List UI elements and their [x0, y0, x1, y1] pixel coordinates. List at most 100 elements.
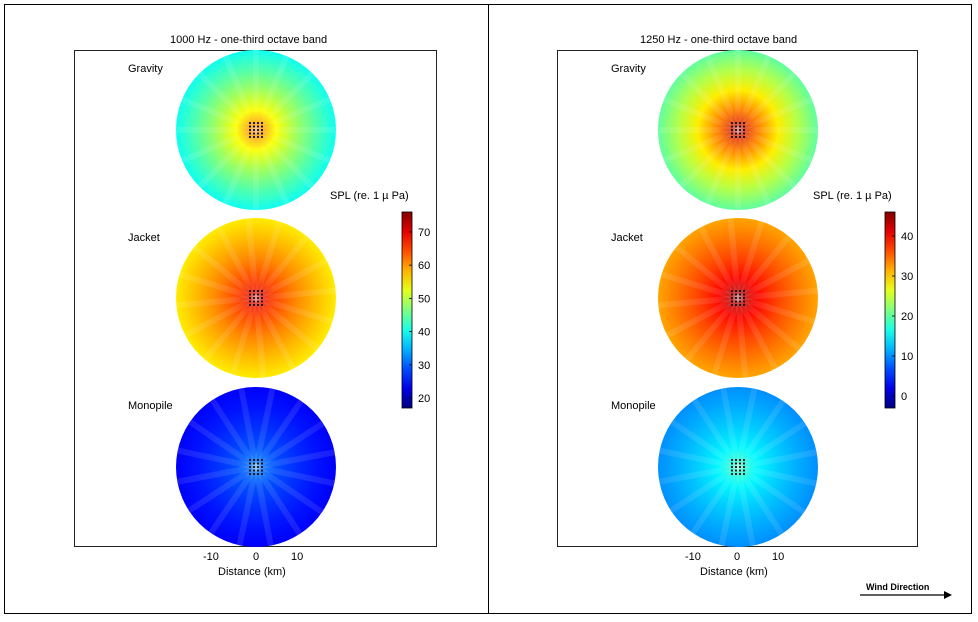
panel-title-1250hz: 1250 Hz - one-third octave band — [640, 34, 798, 46]
turbine-marker — [256, 303, 260, 307]
turbine-marker — [738, 472, 742, 476]
turbine-marker — [256, 132, 260, 135]
turbine-marker — [252, 472, 256, 476]
turbine-marker — [256, 135, 260, 139]
turbine-marker — [260, 296, 264, 300]
turbine-marker — [260, 458, 264, 462]
turbine-marker — [742, 469, 746, 472]
turbine-marker — [252, 296, 256, 300]
xtick-1250hz: 0 — [734, 551, 741, 563]
turbine-marker — [730, 289, 734, 293]
colorbar-label-1250hz: SPL (re. 1 µ Pa) — [813, 190, 892, 202]
colorbar-tick-label: 50 — [418, 293, 430, 305]
turbine-marker — [248, 472, 252, 476]
turbine-marker — [256, 462, 260, 465]
colorbar-tick-label: 70 — [418, 227, 430, 239]
polar-map-gravity — [658, 50, 818, 210]
turbine-marker — [742, 465, 746, 469]
turbine-marker — [248, 289, 252, 293]
turbine-marker — [742, 125, 746, 128]
xtick-1000hz: -10 — [203, 551, 219, 563]
panel-title-1000hz: 1000 Hz - one-third octave band — [170, 34, 328, 46]
turbine-marker — [734, 462, 738, 465]
turbine-marker — [252, 303, 256, 307]
turbine-marker — [738, 293, 742, 296]
turbine-marker — [742, 303, 746, 307]
turbine-marker — [734, 303, 738, 307]
turbine-marker — [248, 465, 252, 469]
turbine-marker — [730, 472, 734, 476]
turbine-marker — [742, 121, 746, 125]
turbine-marker — [260, 121, 264, 125]
xlabel-1250hz: Distance (km) — [700, 566, 768, 578]
turbine-marker — [734, 125, 738, 128]
turbine-marker — [730, 296, 734, 300]
turbine-marker — [248, 135, 252, 139]
turbine-marker — [738, 458, 742, 462]
turbine-marker — [734, 121, 738, 125]
turbine-marker — [252, 293, 256, 296]
turbine-marker — [730, 465, 734, 469]
colorbar-tick-label: 40 — [901, 231, 913, 243]
colorbar-tick-label: 40 — [418, 327, 430, 339]
turbine-marker — [252, 458, 256, 462]
turbine-marker — [252, 300, 256, 303]
turbine-marker — [734, 128, 738, 132]
turbine-marker — [256, 125, 260, 128]
colorbar-tick-label: 0 — [901, 391, 907, 403]
turbine-marker — [256, 289, 260, 293]
turbine-marker — [248, 303, 252, 307]
turbine-marker — [260, 289, 264, 293]
turbine-marker — [742, 458, 746, 462]
turbine-marker — [248, 462, 252, 465]
turbine-marker — [730, 462, 734, 465]
panel-divider — [488, 4, 489, 614]
colorbar-tick-label: 10 — [901, 351, 913, 363]
colorbar-gradient — [401, 211, 413, 409]
turbine-marker — [260, 293, 264, 296]
turbine-marker — [730, 121, 734, 125]
polar-map-gravity — [176, 50, 336, 210]
turbine-marker — [256, 300, 260, 303]
turbine-marker — [742, 289, 746, 293]
turbine-marker — [256, 465, 260, 469]
turbine-marker — [730, 458, 734, 462]
turbine-marker — [248, 469, 252, 472]
turbine-marker — [742, 132, 746, 135]
turbine-marker — [260, 472, 264, 476]
turbine-marker — [730, 469, 734, 472]
turbine-marker — [252, 289, 256, 293]
turbine-marker — [256, 472, 260, 476]
xtick-1000hz: 10 — [291, 551, 304, 563]
turbine-marker — [742, 472, 746, 476]
turbine-marker — [252, 469, 256, 472]
map-label-gravity-1250hz: Gravity — [611, 63, 646, 75]
turbine-marker — [252, 135, 256, 139]
turbine-marker — [252, 121, 256, 125]
colorbar-tick-label: 20 — [901, 311, 913, 323]
turbine-marker — [248, 132, 252, 135]
turbine-marker — [730, 303, 734, 307]
turbine-marker — [248, 296, 252, 300]
turbine-marker — [256, 121, 260, 125]
turbine-marker — [248, 293, 252, 296]
turbine-marker — [742, 300, 746, 303]
turbine-marker — [248, 125, 252, 128]
turbine-marker — [738, 132, 742, 135]
turbine-marker — [734, 472, 738, 476]
turbine-marker — [734, 458, 738, 462]
turbine-marker — [252, 465, 256, 469]
turbine-marker — [734, 469, 738, 472]
xlabel-1000hz: Distance (km) — [218, 566, 286, 578]
colorbar-tick-label: 60 — [418, 260, 430, 272]
turbine-marker — [738, 289, 742, 293]
map-label-gravity-1000hz: Gravity — [128, 63, 163, 75]
turbine-marker — [734, 135, 738, 139]
polar-map-jacket — [176, 218, 336, 378]
turbine-marker — [248, 121, 252, 125]
turbine-marker — [730, 132, 734, 135]
turbine-marker — [252, 132, 256, 135]
